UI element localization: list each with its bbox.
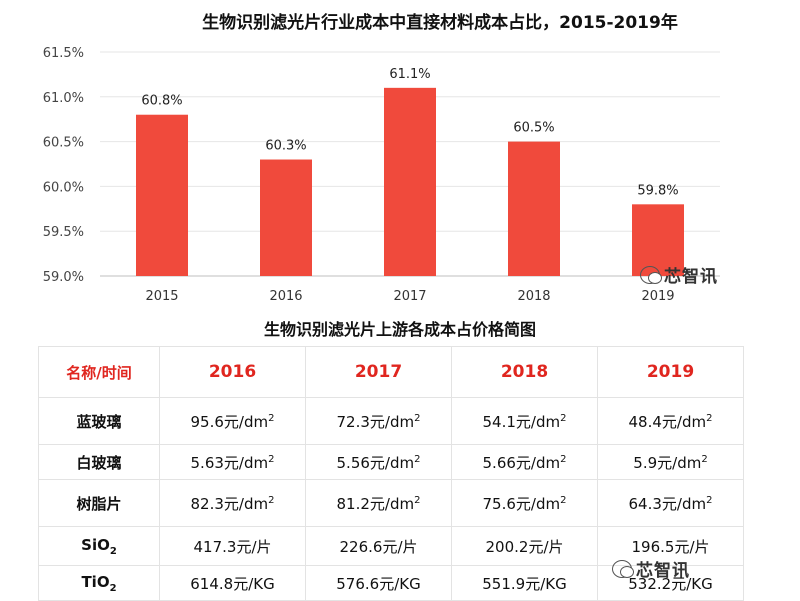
table-cell: 64.3元/dm2: [597, 479, 744, 527]
row-header: 树脂片: [38, 479, 160, 527]
y-tick-label: 59.5%: [43, 225, 84, 240]
watermark-text: 芯智讯: [664, 267, 718, 287]
header-cell: 名称/时间: [38, 346, 160, 398]
y-tick-label: 61.0%: [43, 91, 84, 106]
y-axis-ticks: 59.0% 59.5% 60.0% 60.5% 61.0% 61.5%: [43, 46, 84, 285]
bar-chart: 59.0% 59.5% 60.0% 60.5% 61.0% 61.5% 60.8% 60.3…: [43, 46, 720, 304]
table-cell: 5.56元/dm2: [305, 444, 452, 480]
watermark-text: 芯智讯: [636, 561, 690, 581]
table-cell: 196.5元/片: [597, 526, 744, 566]
data-label: 60.8%: [141, 94, 182, 109]
table-row: SiO2 417.3元/片 226.6元/片 200.2元/片 196.5元/片: [38, 526, 744, 566]
x-tick-label: 2017: [393, 289, 426, 304]
table-cell: 200.2元/片: [451, 526, 598, 566]
chart-bars: [136, 87, 684, 276]
data-label: 59.8%: [637, 183, 678, 198]
table-header-row: 名称/时间 2016 2017 2018 2019: [38, 346, 744, 398]
table-cell: 576.6元/KG: [305, 565, 452, 601]
table-row: 蓝玻璃 95.6元/dm2 72.3元/dm2 54.1元/dm2 48.4元/dm2: [38, 397, 744, 445]
y-tick-label: 61.5%: [43, 46, 84, 61]
data-label: 61.1%: [389, 67, 430, 82]
table-cell: 226.6元/片: [305, 526, 452, 566]
table-title: 生物识别滤光片上游各成本占价格简图: [263, 320, 536, 339]
table-cell: 551.9元/KG: [451, 565, 598, 601]
header-cell: 2019: [597, 346, 744, 398]
chart-title: 生物识别滤光片行业成本中直接材料成本占比，2015-2019年: [202, 13, 678, 33]
bar-2018: [508, 141, 560, 276]
wechat-icon: [640, 266, 662, 284]
table-row: TiO2 614.8元/KG 576.6元/KG 551.9元/KG 532.2元/KG: [38, 565, 744, 601]
x-axis-ticks: 2015 2016 2017 2018 2019: [145, 289, 674, 304]
watermark: 芯智讯: [640, 262, 718, 287]
bar-2016: [260, 159, 312, 276]
bar-2015: [136, 114, 188, 276]
row-header: TiO2: [38, 565, 160, 601]
table-cell: 5.63元/dm2: [159, 444, 306, 480]
row-header: SiO2: [38, 526, 160, 566]
y-tick-label: 60.5%: [43, 136, 84, 151]
x-tick-label: 2015: [145, 289, 178, 304]
x-tick-label: 2019: [641, 289, 674, 304]
table-cell: 81.2元/dm2: [305, 479, 452, 527]
table-cell: 75.6元/dm2: [451, 479, 598, 527]
table-cell: 72.3元/dm2: [305, 397, 452, 445]
header-cell: 2016: [159, 346, 306, 398]
table-cell: 614.8元/KG: [159, 565, 306, 601]
table-cell: 54.1元/dm2: [451, 397, 598, 445]
table-cell: 82.3元/dm2: [159, 479, 306, 527]
header-cell: 2017: [305, 346, 452, 398]
table-row: 白玻璃 5.63元/dm2 5.56元/dm2 5.66元/dm2 5.9元/dm2: [38, 444, 744, 480]
table-cell: 5.9元/dm2: [597, 444, 744, 480]
row-header: 蓝玻璃: [38, 397, 160, 445]
data-label: 60.3%: [265, 139, 306, 154]
bar-2017: [384, 87, 436, 276]
wechat-icon: [612, 560, 634, 578]
data-label: 60.5%: [513, 121, 554, 136]
row-header: 白玻璃: [38, 444, 160, 480]
watermark-bottom: 芯智讯: [612, 556, 690, 581]
price-table: 名称/时间 2016 2017 2018 2019 蓝玻璃 95.6元/dm2 72…: [38, 346, 744, 601]
x-tick-label: 2016: [269, 289, 302, 304]
table-cell: 5.66元/dm2: [451, 444, 598, 480]
bar-2019: [632, 204, 684, 276]
y-tick-label: 60.0%: [43, 180, 84, 195]
data-labels: 60.8% 60.3% 61.1% 60.5% 59.8%: [141, 67, 678, 198]
header-cell: 2018: [451, 346, 598, 398]
table-row: 树脂片 82.3元/dm2 81.2元/dm2 75.6元/dm2 64.3元/dm2: [38, 479, 744, 527]
table-cell: 95.6元/dm2: [159, 397, 306, 445]
table-cell: 417.3元/片: [159, 526, 306, 566]
x-tick-label: 2018: [517, 289, 550, 304]
table-cell: 48.4元/dm2: [597, 397, 744, 445]
y-tick-label: 59.0%: [43, 270, 84, 285]
